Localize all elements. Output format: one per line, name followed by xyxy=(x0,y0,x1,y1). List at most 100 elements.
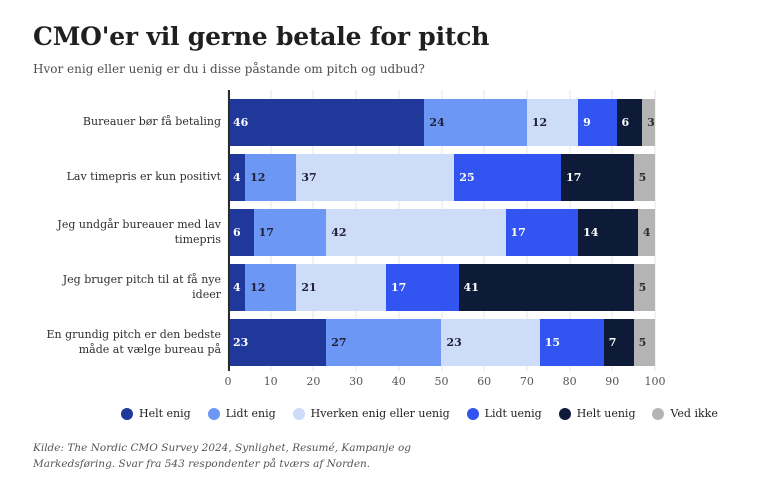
bar-segment: 17 xyxy=(385,264,459,311)
bar-value-label: 25 xyxy=(459,171,475,184)
bar-row: 46 24 12 9 6 3 xyxy=(228,99,655,146)
bar-segment: 27 xyxy=(326,319,442,366)
bar-value-label: 4 xyxy=(233,281,241,294)
bar-value-label: 3 xyxy=(647,116,655,129)
bar-value-label: 17 xyxy=(258,226,274,239)
bar-value-label: 4 xyxy=(642,226,651,239)
bar-segment: 5 xyxy=(633,319,655,366)
legend-item: Helt enig xyxy=(121,407,191,420)
page-title: CMO'er vil gerne betale for pitch xyxy=(33,22,490,51)
x-axis-tick-label: 20 xyxy=(306,375,321,388)
legend-item: Ved ikke xyxy=(652,407,718,420)
bar-value-label: 5 xyxy=(638,281,647,294)
x-axis-tick-label: 30 xyxy=(349,375,364,388)
bar-value-label: 37 xyxy=(301,171,317,184)
bar-value-label: 21 xyxy=(301,281,317,294)
bar-segment: 14 xyxy=(578,209,638,256)
category-label-column: Bureauer bør få betaling Lav timepris er … xyxy=(33,90,228,366)
legend-swatch-icon xyxy=(652,407,665,420)
bar-value-label: 6 xyxy=(233,226,241,239)
bar-value-label: 17 xyxy=(566,171,582,184)
bar-segment: 3 xyxy=(642,99,655,146)
bar-value-label: 42 xyxy=(331,226,347,239)
bar-segment: 24 xyxy=(424,99,527,146)
bar-row: 6 17 42 17 14 4 xyxy=(228,209,655,256)
legend-label: Lidt enig xyxy=(225,407,276,420)
bar-segment: 4 xyxy=(228,264,246,311)
chart-subtitle: Hvor enig eller uenig er du i disse påst… xyxy=(33,62,425,76)
bar-segment: 17 xyxy=(505,209,579,256)
bar-value-label: 14 xyxy=(583,226,599,239)
x-axis-tick-label: 0 xyxy=(224,375,232,388)
bar-row: 23 27 23 15 7 5 xyxy=(228,319,655,366)
legend-item: Hverken enig eller uenig xyxy=(292,407,450,420)
bar-row: 4 12 37 25 17 5 xyxy=(228,154,655,201)
bar-value-label: 17 xyxy=(390,281,407,294)
bar-segment: 15 xyxy=(539,319,604,366)
legend-label: Helt enig xyxy=(139,407,191,420)
y-axis-line xyxy=(228,90,230,371)
plot-area: 46 24 12 9 6 3 4 12 37 25 17 5 6 17 42 17 14 4 4 12 21 17 41 5 2… xyxy=(227,90,656,371)
bar-value-label: 12 xyxy=(250,281,266,294)
bar-segment: 12 xyxy=(526,99,579,146)
bar-value-label: 12 xyxy=(531,116,548,129)
legend-item: Helt uenig xyxy=(558,407,636,420)
legend-swatch-icon xyxy=(121,407,133,420)
plot-column: 46 24 12 9 6 3 4 12 37 25 17 5 6 17 42 17 14 4 4 12 21 17 41 5 2… xyxy=(224,90,666,391)
category-label: Jeg bruger pitch til at få nye ideer xyxy=(62,272,221,301)
bar-value-label: 6 xyxy=(621,116,630,129)
legend-label: Helt uenig xyxy=(576,407,636,420)
bar-segment: 46 xyxy=(228,99,425,146)
x-axis-tick-label: 60 xyxy=(477,375,492,388)
x-axis-labels: 0 10 20 30 40 50 60 70 80 90 100 xyxy=(224,373,666,391)
x-axis-tick-label: 70 xyxy=(519,375,534,388)
legend-swatch-icon xyxy=(558,407,571,420)
legend: Helt enig Lidt enig Hverken enig eller uen… xyxy=(121,407,740,420)
x-axis-tick-label: 80 xyxy=(562,375,577,388)
category-label: Jeg undgår bureauer med lav timepris xyxy=(57,217,221,246)
bar-segment: 7 xyxy=(603,319,634,366)
legend-item: Lidt enig xyxy=(207,407,276,420)
stacked-bar-chart: Bureauer bør få betaling Lav timepris er … xyxy=(33,90,740,391)
bar-row: 4 12 21 17 41 5 xyxy=(228,264,655,311)
bar-segment: 23 xyxy=(228,319,327,366)
bar-segment: 12 xyxy=(245,264,297,311)
bar-segment: 17 xyxy=(253,209,327,256)
bar-value-label: 7 xyxy=(608,336,617,349)
legend-swatch-icon xyxy=(292,407,305,420)
bar-segment: 5 xyxy=(633,264,655,311)
legend-label: Hverken enig eller uenig xyxy=(310,407,450,420)
bar-segment: 37 xyxy=(296,154,455,201)
x-axis-tick-label: 100 xyxy=(644,375,666,388)
bars: 46 24 12 9 6 3 4 12 37 25 17 5 6 17 42 17 14 4 4 12 21 17 41 5 2… xyxy=(228,90,655,371)
bar-value-label: 5 xyxy=(638,171,647,184)
legend-label: Ved ikke xyxy=(670,407,718,420)
gridline xyxy=(654,90,656,371)
legend-label: Lidt uenig xyxy=(484,407,542,420)
bar-value-label: 46 xyxy=(233,116,249,129)
bar-value-label: 23 xyxy=(446,336,462,349)
bar-segment: 42 xyxy=(326,209,506,256)
bar-segment: 9 xyxy=(578,99,617,146)
x-axis-tick-label: 40 xyxy=(391,375,406,388)
source-note: Kilde: The Nordic CMO Survey 2024, Synli… xyxy=(33,442,411,471)
legend-swatch-icon xyxy=(207,407,220,420)
bar-segment: 4 xyxy=(228,154,246,201)
bar-segment: 21 xyxy=(296,264,386,311)
bar-value-label: 17 xyxy=(510,226,526,239)
x-axis-tick-label: 90 xyxy=(605,375,620,388)
bar-segment: 23 xyxy=(441,319,540,366)
bar-value-label: 41 xyxy=(463,281,479,294)
bar-value-label: 12 xyxy=(250,171,266,184)
legend-item: Lidt uenig xyxy=(466,407,542,420)
bar-value-label: 27 xyxy=(331,336,347,349)
bar-value-label: 9 xyxy=(583,116,591,129)
legend-swatch-icon xyxy=(466,407,479,420)
bar-segment: 25 xyxy=(454,154,562,201)
bar-value-label: 15 xyxy=(544,336,560,349)
bar-value-label: 24 xyxy=(429,116,445,129)
bar-segment: 6 xyxy=(228,209,254,256)
x-axis-tick-label: 50 xyxy=(434,375,449,388)
bar-segment: 5 xyxy=(633,154,655,201)
